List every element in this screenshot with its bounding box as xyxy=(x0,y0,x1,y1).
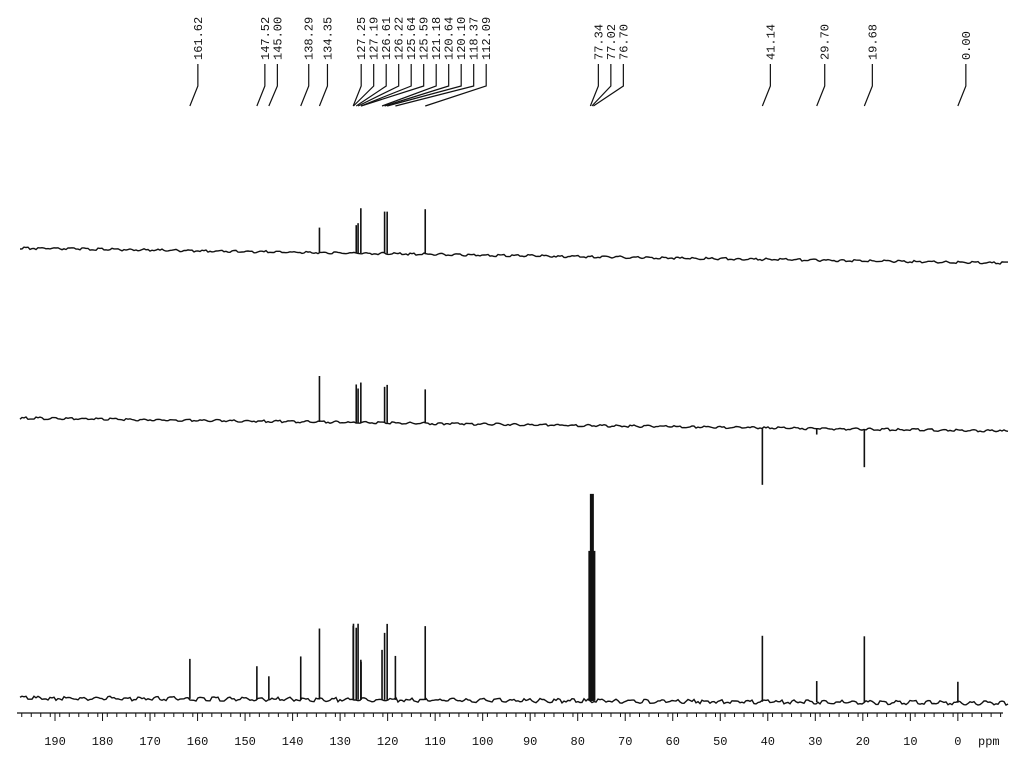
baseline xyxy=(19,695,1009,707)
x-tick-label: 180 xyxy=(92,735,114,749)
peak-label: 126.61 xyxy=(380,17,394,60)
peak-label: 127.25 xyxy=(355,17,369,60)
x-tick-label: 130 xyxy=(329,735,351,749)
x-tick-label: 50 xyxy=(713,735,727,749)
peak-label: 0.00 xyxy=(960,31,974,60)
peak-leader xyxy=(355,64,387,107)
x-tick-label: 40 xyxy=(761,735,775,749)
x-tick-label: 0 xyxy=(954,735,961,749)
peak-label: 126.22 xyxy=(393,17,407,60)
peak-label: 125.59 xyxy=(418,17,432,60)
peak-leader xyxy=(381,64,437,107)
peak-leader xyxy=(425,64,487,107)
x-tick-label: 110 xyxy=(424,735,446,749)
peak-leader xyxy=(816,64,826,107)
x-tick-label: 10 xyxy=(903,735,917,749)
peak-leader xyxy=(593,64,624,107)
peak-leader xyxy=(189,64,199,107)
peak-label: 127.19 xyxy=(368,17,382,60)
peak-label: 77.02 xyxy=(605,24,619,60)
baseline xyxy=(19,246,1008,265)
peak-leader xyxy=(387,64,462,107)
peak-label: 112.09 xyxy=(480,17,494,60)
peak-leader xyxy=(395,64,475,107)
peak-label: 161.62 xyxy=(192,17,206,60)
x-tick-label: 120 xyxy=(377,735,399,749)
x-axis-label: ppm xyxy=(978,735,1000,749)
peak-label: 147.52 xyxy=(259,17,273,60)
peak-label: 118.37 xyxy=(468,17,482,60)
peak-leader xyxy=(357,64,400,107)
peak-leader xyxy=(300,64,310,107)
x-tick-label: 150 xyxy=(234,735,256,749)
peak-leader xyxy=(384,64,450,107)
peak-leader xyxy=(863,64,873,107)
peak-leader xyxy=(360,64,412,107)
peak-leader xyxy=(761,64,771,107)
peak-label: 19.68 xyxy=(866,24,880,60)
peak-leader xyxy=(591,64,612,107)
x-tick-label: 60 xyxy=(666,735,680,749)
x-tick-label: 90 xyxy=(523,735,537,749)
x-tick-label: 100 xyxy=(472,735,494,749)
peak-leader xyxy=(318,64,329,107)
peak-label: 41.14 xyxy=(764,24,778,60)
peak-label: 134.35 xyxy=(321,17,335,60)
x-tick-label: 70 xyxy=(618,735,632,749)
x-tick-label: 20 xyxy=(856,735,870,749)
peak-leader xyxy=(256,64,266,107)
peak-label: 125.64 xyxy=(405,17,419,60)
peak-leader xyxy=(268,64,278,107)
x-tick-label: 140 xyxy=(282,735,304,749)
x-tick-label: 160 xyxy=(187,735,209,749)
peak-leader xyxy=(589,64,599,107)
peak-label: 77.34 xyxy=(592,24,606,60)
peak-leader xyxy=(353,64,375,107)
peak-label: 120.64 xyxy=(443,17,457,60)
peak-label: 145.00 xyxy=(271,17,285,60)
x-tick-label: 170 xyxy=(139,735,161,749)
peak-leader xyxy=(360,64,425,107)
peak-label: 138.29 xyxy=(303,17,317,60)
peak-label: 29.70 xyxy=(819,24,833,60)
peak-label: 121.18 xyxy=(430,17,444,60)
peak-label: 120.10 xyxy=(455,17,469,60)
x-tick-label: 190 xyxy=(44,735,66,749)
baseline xyxy=(19,416,1009,433)
peak-label: 76.70 xyxy=(617,24,631,60)
peak-leader xyxy=(352,64,362,107)
x-tick-label: 30 xyxy=(808,735,822,749)
peak-leader xyxy=(957,64,967,107)
x-tick-label: 80 xyxy=(571,735,585,749)
